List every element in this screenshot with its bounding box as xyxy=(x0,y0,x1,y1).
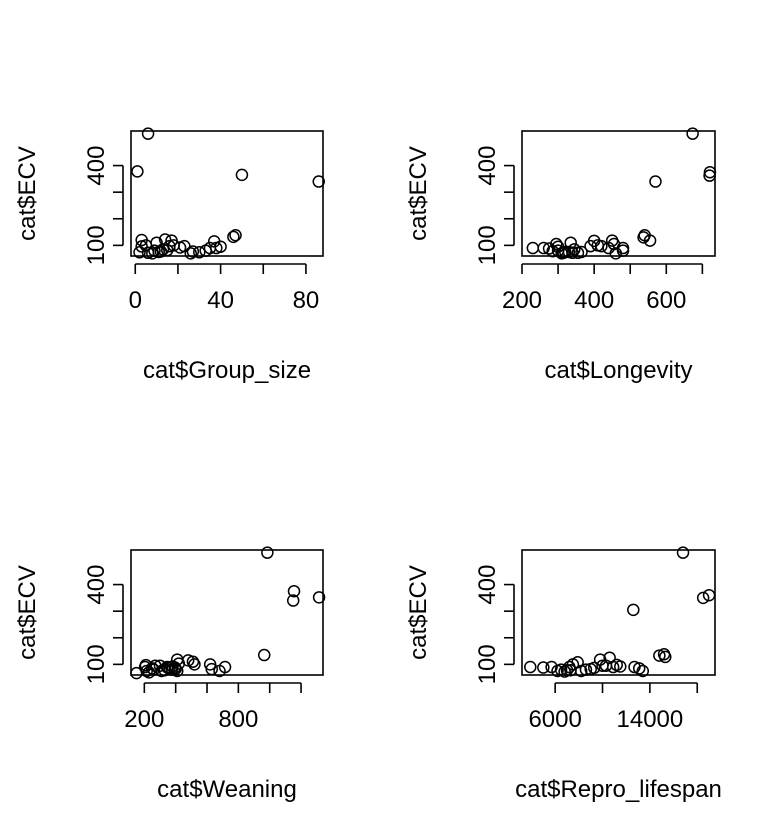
data-point xyxy=(186,655,200,668)
x-axis-label: cat$Repro_lifespan xyxy=(515,776,722,803)
data-point xyxy=(537,241,550,255)
data-point xyxy=(133,246,146,259)
data-point xyxy=(312,175,325,188)
data-point xyxy=(609,247,623,260)
x-tick-label: 6000 xyxy=(528,706,581,733)
x-tick-label: 200 xyxy=(124,706,164,733)
x-axis-label: cat$Group_size xyxy=(143,357,311,384)
data-point xyxy=(286,594,300,607)
y-tick-label: 100 xyxy=(83,644,110,684)
data-point xyxy=(659,650,672,664)
data-point xyxy=(596,659,609,672)
x-tick-label: 40 xyxy=(207,287,234,314)
y-tick-label: 400 xyxy=(83,565,110,605)
y-axis-label: cat$ECV xyxy=(14,565,41,660)
plot-frame xyxy=(521,130,716,257)
data-point xyxy=(203,241,217,255)
data-point xyxy=(676,546,690,559)
scatter-panel: 6000 14000 100 400 cat$Repro_lifespan cat$ECV xyxy=(405,546,722,803)
data-point xyxy=(147,663,160,676)
data-point xyxy=(616,241,630,255)
data-point xyxy=(140,664,153,678)
data-point xyxy=(559,245,572,259)
data-point xyxy=(312,591,326,604)
data-point xyxy=(551,244,565,257)
x-tick-label: 80 xyxy=(293,287,320,314)
data-point xyxy=(627,603,640,617)
y-tick-label: 400 xyxy=(83,146,110,186)
data-point xyxy=(161,243,174,257)
data-point xyxy=(146,247,159,260)
data-point xyxy=(702,588,716,602)
data-point xyxy=(156,243,170,256)
plot-frame xyxy=(521,549,716,676)
x-tick-label: 600 xyxy=(646,287,686,314)
x-tick-label: 400 xyxy=(574,287,614,314)
data-point xyxy=(131,165,144,178)
data-point xyxy=(193,246,206,259)
x-tick-label: 14000 xyxy=(617,706,684,733)
y-axis-label: cat$ECV xyxy=(14,146,41,241)
data-point xyxy=(526,241,540,255)
x-axis-label: cat$Weaning xyxy=(157,776,297,803)
x-tick-label: 800 xyxy=(218,706,258,733)
data-point xyxy=(568,243,581,256)
data-point xyxy=(575,245,588,259)
data-point xyxy=(210,241,223,255)
plot-frame xyxy=(130,130,324,257)
data-point xyxy=(188,658,201,671)
data-point xyxy=(591,239,605,252)
data-point xyxy=(168,661,182,674)
data-point xyxy=(227,230,240,244)
data-point xyxy=(564,663,577,677)
plot-frame xyxy=(130,549,324,676)
data-point xyxy=(165,663,179,676)
data-point xyxy=(649,175,662,188)
data-point xyxy=(229,229,242,242)
y-tick-label: 400 xyxy=(474,565,501,605)
data-point xyxy=(614,660,627,673)
data-point xyxy=(636,664,650,678)
data-point xyxy=(154,245,168,258)
data-point xyxy=(184,247,197,260)
scatter-panel: 0 40 80 100 400 cat$Group_size cat$ECV xyxy=(14,127,325,384)
y-axis-label: cat$ECV xyxy=(405,146,432,241)
data-point xyxy=(696,591,710,605)
data-point xyxy=(686,127,699,140)
data-point xyxy=(261,546,274,559)
data-point xyxy=(537,661,550,674)
data-point xyxy=(632,662,646,675)
data-point xyxy=(235,168,249,182)
scatter-panel: 200 400 600 100 400 cat$Longevity cat$ECV xyxy=(405,127,717,384)
y-tick-label: 100 xyxy=(83,225,110,265)
data-point xyxy=(218,660,232,674)
y-tick-label: 100 xyxy=(474,225,501,265)
data-point xyxy=(653,649,666,662)
data-point xyxy=(616,244,630,257)
data-point xyxy=(148,244,161,257)
data-point xyxy=(141,127,155,140)
data-point xyxy=(257,648,271,662)
data-point xyxy=(579,663,593,676)
data-point xyxy=(643,234,657,247)
x-axis-label: cat$Longevity xyxy=(544,357,692,384)
data-point xyxy=(524,660,537,674)
y-tick-label: 100 xyxy=(474,644,501,684)
data-point xyxy=(703,169,716,182)
data-point xyxy=(186,245,200,258)
data-point xyxy=(587,661,601,675)
scatter-panel: 200 800 100 400 cat$Weaning cat$ECV xyxy=(14,546,326,803)
data-point xyxy=(130,666,143,680)
data-point xyxy=(205,662,218,676)
data-point xyxy=(558,665,571,678)
data-point xyxy=(550,237,563,251)
data-point xyxy=(637,231,650,244)
y-axis-label: cat$ECV xyxy=(405,565,432,660)
x-tick-label: 200 xyxy=(502,287,542,314)
y-tick-label: 400 xyxy=(474,146,501,186)
x-tick-label: 0 xyxy=(129,287,142,314)
data-point xyxy=(287,584,301,598)
